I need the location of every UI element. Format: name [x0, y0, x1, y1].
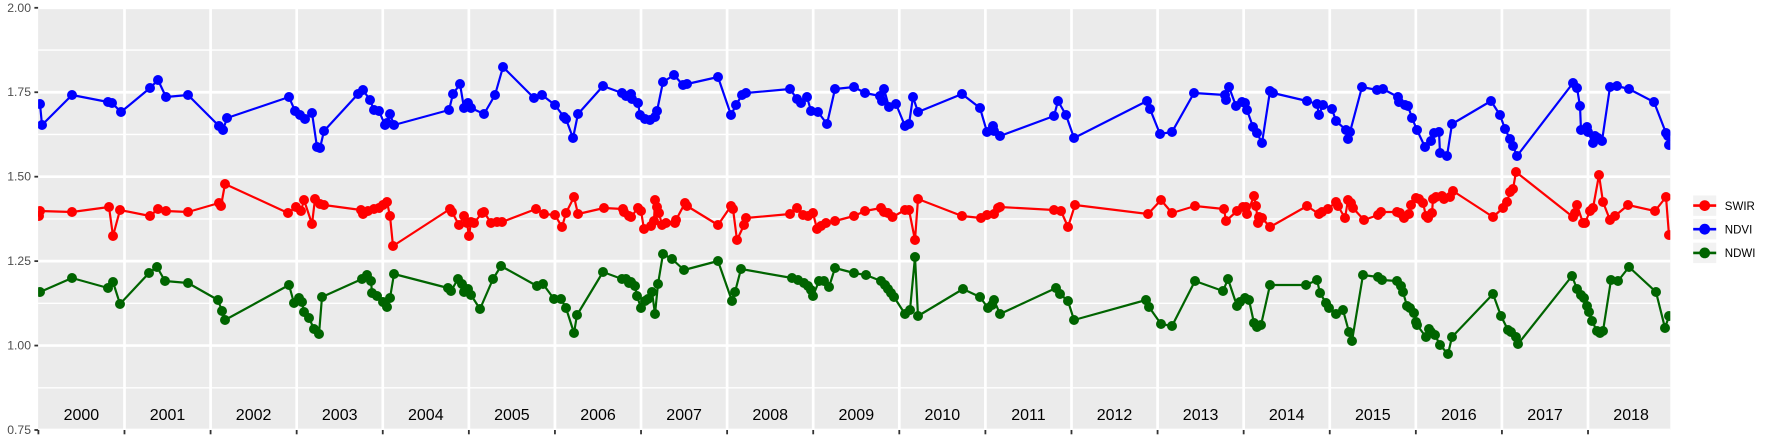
svg-text:0.75: 0.75 — [7, 423, 31, 437]
svg-text:NDWI: NDWI — [1725, 248, 1756, 260]
svg-text:2.00: 2.00 — [7, 1, 31, 15]
svg-text:2011: 2011 — [1011, 407, 1046, 424]
svg-text:2005: 2005 — [494, 407, 530, 424]
svg-text:2016: 2016 — [1441, 407, 1477, 424]
svg-text:2010: 2010 — [925, 407, 961, 424]
svg-text:2015: 2015 — [1355, 407, 1391, 424]
svg-text:2001: 2001 — [150, 407, 186, 424]
svg-text:2007: 2007 — [666, 407, 702, 424]
svg-text:1.75: 1.75 — [7, 85, 31, 99]
svg-text:2000: 2000 — [64, 407, 100, 424]
svg-text:2009: 2009 — [839, 407, 875, 424]
svg-text:2017: 2017 — [1527, 407, 1563, 424]
svg-text:2018: 2018 — [1613, 407, 1649, 424]
svg-text:2002: 2002 — [236, 407, 272, 424]
svg-text:2003: 2003 — [322, 407, 358, 424]
svg-text:1.50: 1.50 — [7, 170, 31, 184]
svg-text:2004: 2004 — [408, 407, 444, 424]
svg-text:2008: 2008 — [752, 407, 788, 424]
svg-text:1.25: 1.25 — [7, 254, 31, 268]
svg-text:2014: 2014 — [1269, 407, 1305, 424]
svg-text:2006: 2006 — [580, 407, 616, 424]
svg-text:2013: 2013 — [1183, 407, 1219, 424]
svg-text:SWIR: SWIR — [1725, 201, 1755, 213]
svg-text:1.00: 1.00 — [7, 339, 31, 353]
svg-text:2012: 2012 — [1097, 407, 1133, 424]
svg-text:NDVI: NDVI — [1725, 224, 1752, 236]
